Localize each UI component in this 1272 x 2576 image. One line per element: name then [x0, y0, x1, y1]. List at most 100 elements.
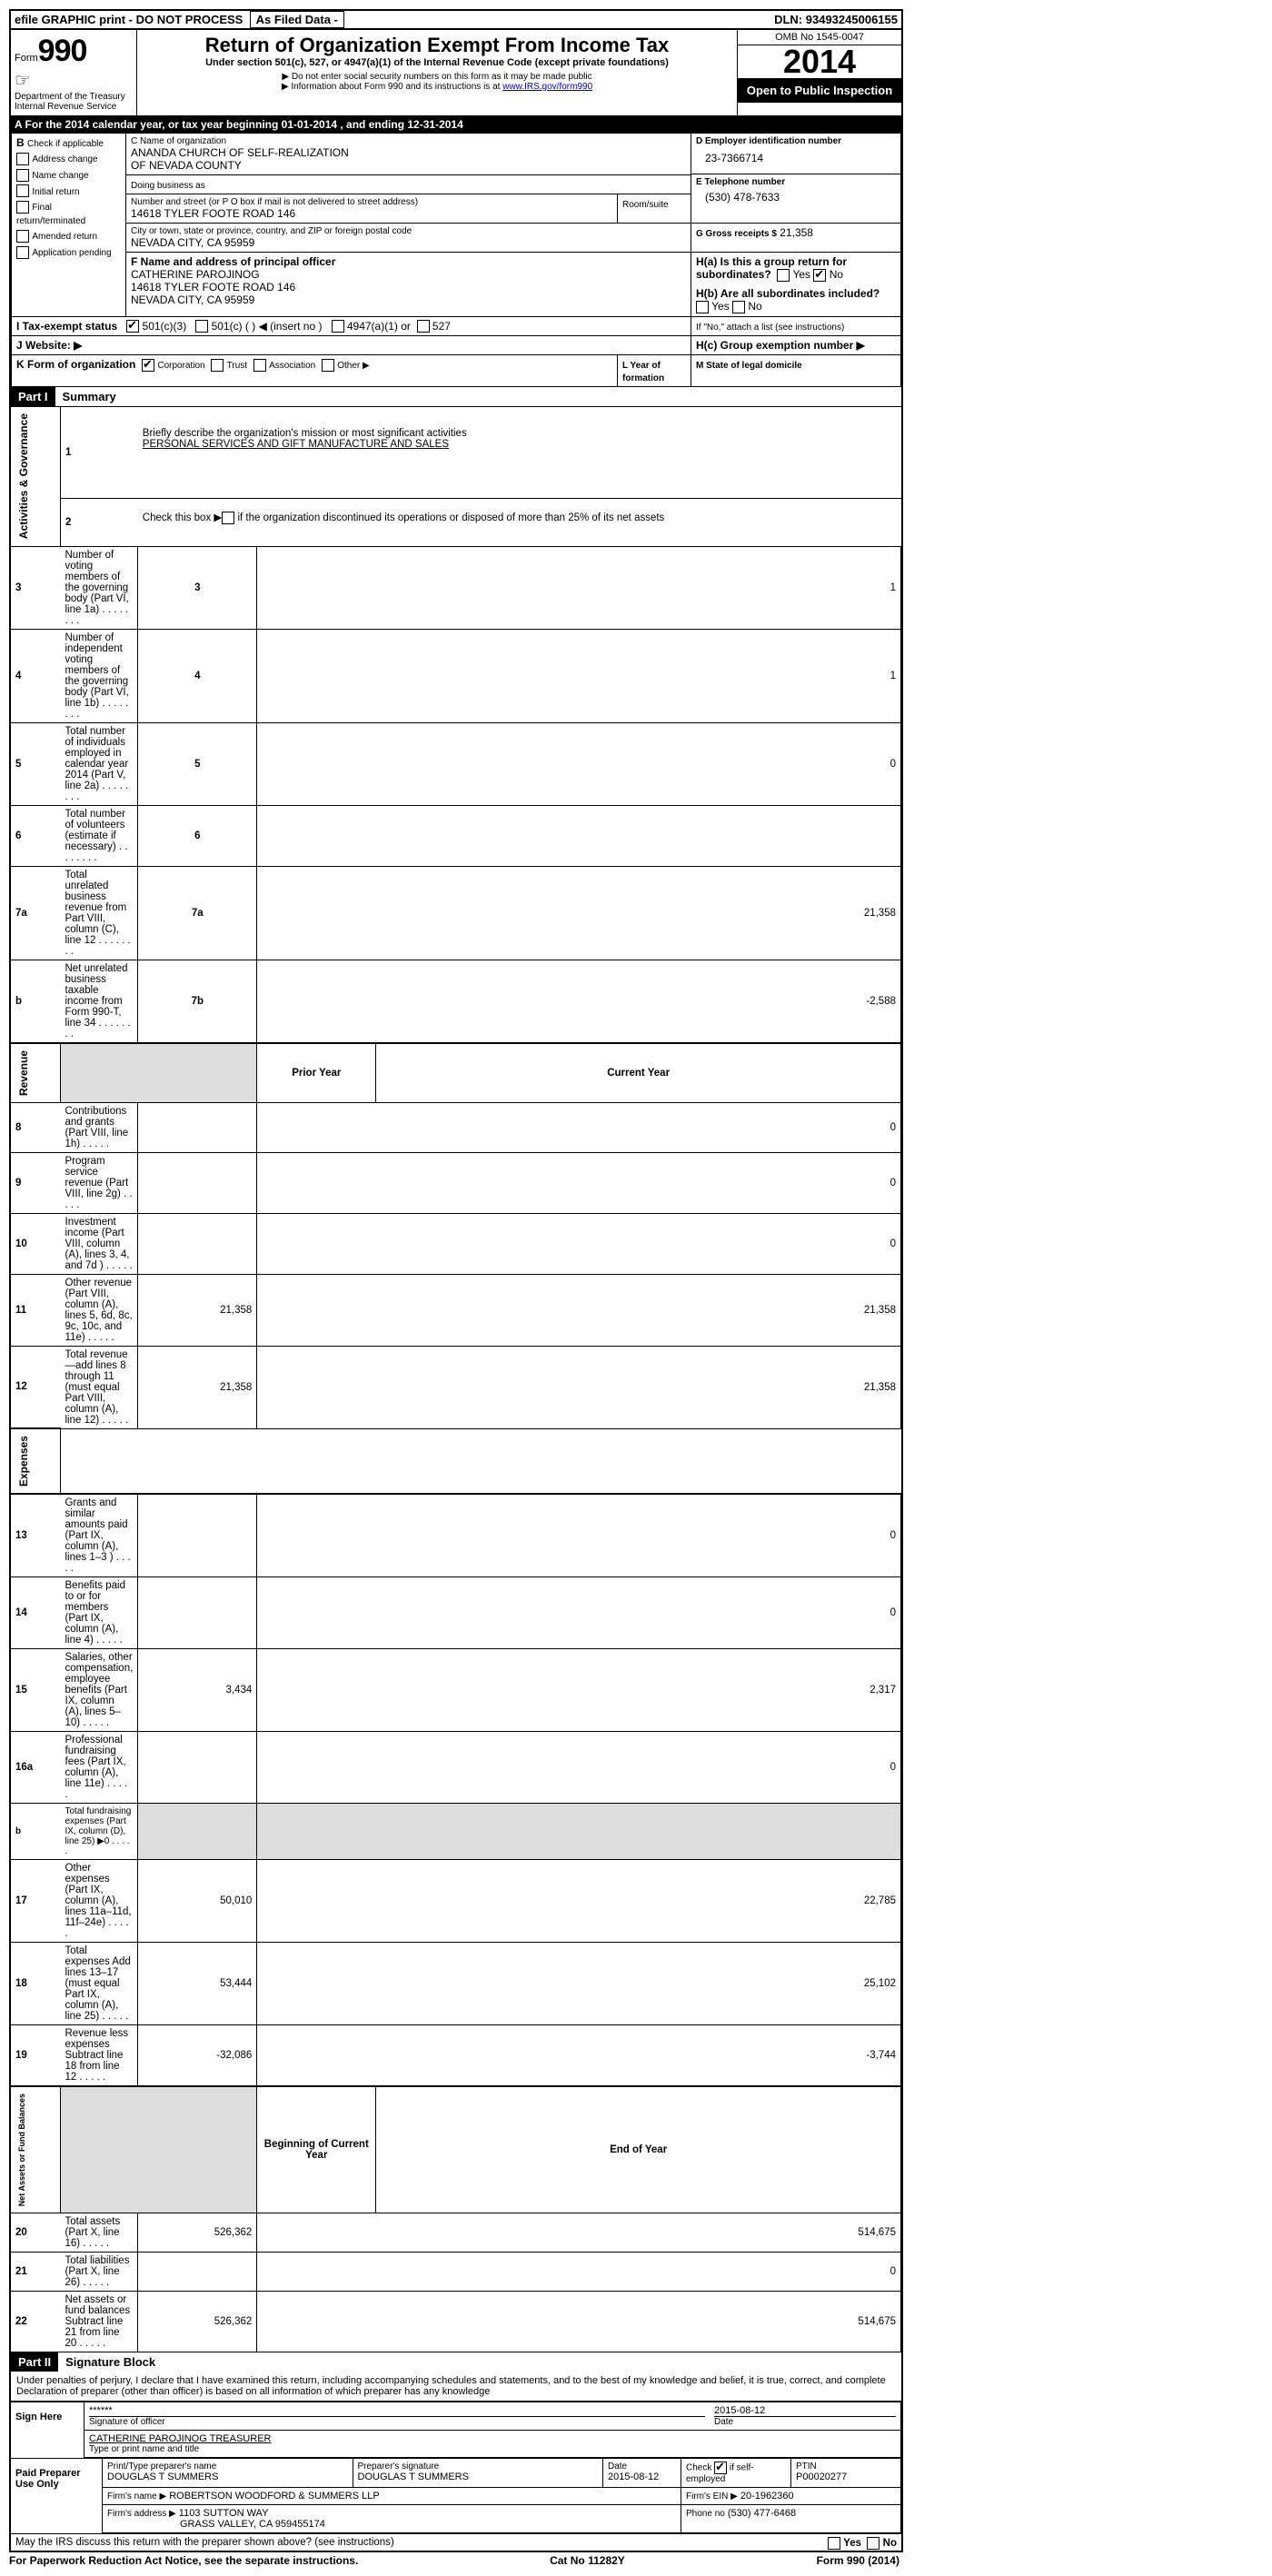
prep-date-label: Date [608, 2462, 676, 2472]
prep-name: DOUGLAS T SUMMERS [107, 2472, 348, 2482]
header: Form990 ☞ Department of the Treasury Int… [11, 30, 901, 116]
ein-label: D Employer identification number [696, 136, 841, 146]
officer-street: 14618 TYLER FOOTE ROAD 146 [131, 281, 686, 293]
org-name2: OF NEVADA COUNTY [131, 159, 686, 172]
tax-year: 2014 [738, 45, 901, 78]
irs-link[interactable]: www.IRS.gov/form990 [502, 82, 592, 92]
firm-phone: (530) 477-6468 [728, 2508, 796, 2519]
col-current: Current Year [607, 1068, 670, 1079]
officer-name-title: CATHERINE PAROJINOG TREASURER [89, 2433, 896, 2444]
section-k-label: K Form of organization [16, 358, 135, 371]
firm-addr1: 1103 SUTTON WAY [179, 2508, 269, 2519]
city-label: City or town, state or province, country… [131, 226, 686, 236]
summary-table: Activities & Governance 1 Briefly descri… [11, 406, 901, 2352]
ha-no-checkbox[interactable] [813, 269, 826, 282]
line2-checkbox[interactable] [222, 512, 234, 524]
firm-name-label: Firm's name ▶ [107, 2491, 166, 2501]
dba-label: Doing business as [131, 181, 205, 191]
form-label: Form [15, 53, 38, 64]
open-public: Open to Public Inspection [738, 78, 901, 103]
ha-yes-checkbox[interactable] [777, 269, 790, 282]
section-m-label: M State of legal domicile [696, 361, 802, 371]
room-label: Room/suite [622, 200, 669, 210]
sig-placeholder: ****** [89, 2405, 705, 2416]
officer-label: F Name and address of principal officer [131, 255, 335, 268]
note2: ▶ Information about Form 990 and its ins… [282, 82, 502, 92]
gross-value: 21,358 [780, 226, 813, 239]
officer-name: CATHERINE PAROJINOG [131, 268, 686, 281]
sig-date: 2015-08-12 [714, 2405, 896, 2416]
hb-note: If "No," attach a list (see instructions… [696, 323, 844, 333]
footer: For Paperwork Reduction Act Notice, see … [9, 2552, 899, 2567]
section-b-label: B [16, 136, 25, 149]
topbar: efile GRAPHIC print - DO NOT PROCESS As … [11, 11, 901, 30]
side-net: Net Assets or Fund Balances [15, 2090, 28, 2210]
part-i-title: Summary [55, 387, 124, 406]
prep-date: 2015-08-12 [608, 2472, 676, 2482]
prep-sig-label: Preparer's signature [358, 2462, 599, 2472]
self-employed-checkbox[interactable] [714, 2462, 727, 2474]
dln-label: DLN: [774, 13, 802, 26]
side-activities: Activities & Governance [15, 410, 32, 542]
discuss-label: May the IRS discuss this return with the… [15, 2537, 394, 2548]
section-l-label: L Year of formation [622, 361, 664, 383]
col-beg: Beginning of Current Year [264, 2139, 369, 2161]
sig-label: Signature of officer [89, 2416, 705, 2427]
527-checkbox[interactable] [417, 320, 430, 333]
discuss-yes-checkbox[interactable] [828, 2537, 840, 2550]
hb-yes-checkbox[interactable] [696, 301, 709, 313]
cat-no: Cat No 11282Y [550, 2554, 625, 2567]
paperwork-notice: For Paperwork Reduction Act Notice, see … [9, 2554, 358, 2567]
dept-label: Department of the Treasury [15, 92, 133, 102]
section-a: A For the 2014 calendar year, or tax yea… [11, 116, 901, 133]
501c-checkbox[interactable] [195, 320, 208, 333]
asfiled-label: As Filed Data - [250, 11, 344, 28]
hb-label: H(b) Are all subordinates included? [696, 287, 879, 300]
note1: ▶ Do not enter social security numbers o… [144, 72, 730, 82]
hb-no-checkbox[interactable] [732, 301, 745, 313]
discuss-no-checkbox[interactable] [867, 2537, 879, 2550]
sig-date-label: Date [714, 2416, 896, 2427]
col-prior: Prior Year [292, 1068, 341, 1079]
street-value: 14618 TYLER FOOTE ROAD 146 [131, 207, 612, 220]
firm-ein-label: Firm's EIN ▶ [686, 2491, 738, 2501]
line1-value: PERSONAL SERVICES AND GIFT MANUFACTURE A… [143, 439, 449, 450]
firm-addr2: GRASS VALLEY, CA 959455174 [180, 2519, 325, 2530]
ein-value: 23-7366714 [705, 152, 896, 164]
line2-label: Check this box ▶ if the organization dis… [143, 512, 665, 523]
part-ii-header: Part II [11, 2352, 58, 2372]
paid-preparer-label: Paid Preparer Use Only [11, 2459, 103, 2533]
part-ii-title: Signature Block [58, 2352, 163, 2372]
preparer-table: Paid Preparer Use Only Print/Type prepar… [11, 2458, 901, 2533]
signature-table: Sign Here ****** Signature of officer 20… [11, 2401, 901, 2458]
form-container: efile GRAPHIC print - DO NOT PROCESS As … [9, 9, 903, 2552]
sign-here-label: Sign Here [11, 2402, 84, 2458]
street-label: Number and street (or P O box if mail is… [131, 197, 612, 207]
form-number: 990 [38, 34, 87, 68]
side-revenue: Revenue [15, 1047, 32, 1099]
perjury-text: Under penalties of perjury, I declare th… [11, 2372, 901, 2401]
prep-name-label: Print/Type preparer's name [107, 2462, 348, 2472]
firm-addr-label: Firm's address ▶ [107, 2509, 176, 2519]
side-expenses: Expenses [15, 1432, 32, 1490]
section-i-label: I Tax-exempt status [16, 320, 117, 333]
501c3-checkbox[interactable] [126, 320, 139, 333]
officer-city: NEVADA CITY, CA 95959 [131, 293, 686, 306]
efile-label: efile GRAPHIC print - DO NOT PROCESS [15, 13, 243, 26]
hc-label: H(c) Group exemption number ▶ [696, 339, 865, 352]
org-name1: ANANDA CHURCH OF SELF-REALIZATION [131, 146, 686, 159]
4947-checkbox[interactable] [332, 320, 344, 333]
form-subtitle: Under section 501(c), 527, or 4947(a)(1)… [144, 57, 730, 68]
prep-sig: DOUGLAS T SUMMERS [358, 2472, 599, 2482]
entity-info-table: B Check if applicable Address change Nam… [11, 133, 901, 387]
irs-label: Internal Revenue Service [15, 102, 133, 112]
name-title-label: Type or print name and title [89, 2444, 896, 2454]
phone-value: (530) 478-7633 [705, 191, 896, 204]
name-label: C Name of organization [131, 136, 686, 146]
form-ref: Form 990 (2014) [817, 2554, 899, 2567]
line1-label: Briefly describe the organization's miss… [143, 428, 467, 439]
ptin-label: PTIN [796, 2462, 896, 2472]
section-b-instr: Check if applicable [27, 139, 104, 149]
col-end: End of Year [610, 2144, 667, 2155]
firm-name: ROBERTSON WOODFORD & SUMMERS LLP [169, 2491, 379, 2501]
